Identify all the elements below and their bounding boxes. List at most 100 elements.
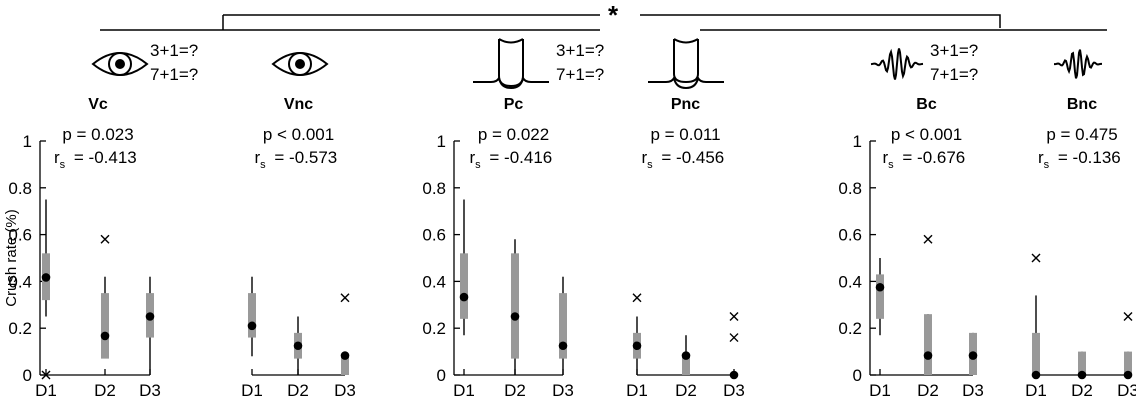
x-tick-label: D2: [287, 381, 309, 400]
sound-wave-icon: [1053, 49, 1103, 79]
box-bnc-d2: [1077, 351, 1087, 380]
median-point: [100, 331, 110, 341]
x-tick-label: D3: [723, 381, 745, 400]
y-tick-label: 0.6: [422, 226, 446, 245]
y-tick-label: 0.2: [838, 319, 862, 338]
r-symbol: r: [54, 148, 60, 167]
median-point: [340, 351, 350, 360]
condition-label: Vc: [88, 96, 108, 113]
y-tick-label: 0.2: [422, 319, 446, 338]
r-subscript: s: [647, 159, 653, 171]
y-axis: 0 0.2 0.4 0.6 0.8 1 Crush rate (%): [3, 132, 46, 385]
y-tick-label: 0: [853, 366, 862, 385]
eye-icon: [271, 52, 329, 76]
spearman-r: rs = -0.416: [470, 148, 553, 171]
x-tick-label: D3: [962, 381, 984, 400]
p-value: p = 0.475: [1046, 125, 1117, 144]
box-pnc-d1: [632, 293, 642, 375]
x-tick-label: D1: [35, 381, 57, 400]
r-symbol: r: [1038, 148, 1044, 167]
y-tick-label: 0.8: [422, 179, 446, 198]
median-point: [247, 321, 257, 331]
outlier-marker: [41, 370, 51, 380]
box-pc-d3: [558, 276, 568, 375]
r-subscript: s: [60, 159, 66, 171]
median-point: [510, 312, 520, 321]
median-point: [968, 351, 978, 360]
x-tick-label: D2: [1071, 381, 1093, 400]
median-point: [145, 312, 155, 321]
median-point: [1123, 370, 1133, 380]
iqr-box: [1078, 351, 1086, 375]
median-point: [681, 351, 691, 360]
r-value: = -0.573: [270, 148, 338, 167]
x-tick-label: D1: [626, 381, 648, 400]
box-vnc-d3: [340, 293, 350, 375]
y-axis: 0 0.2 0.4 0.6 0.8 1: [422, 132, 460, 385]
x-tick-label: D3: [139, 381, 161, 400]
x-tick-label: D3: [334, 381, 356, 400]
y-axis: 0 0.2 0.4 0.6 0.8 1: [838, 132, 876, 385]
median-point: [1031, 370, 1041, 380]
x-tick-label: D2: [94, 381, 116, 400]
equation-block-P: 3+1=? 7+1=?: [556, 41, 604, 84]
condition-label: Bc: [916, 96, 937, 113]
iqr-box: [682, 356, 690, 375]
iqr-box: [876, 274, 884, 319]
iqr-box: [341, 356, 349, 375]
x-tick-label: D2: [675, 381, 697, 400]
p-value: p < 0.001: [263, 125, 334, 144]
median-point: [459, 292, 469, 302]
box-vnc-d2: [293, 316, 303, 375]
iqr-box: [460, 253, 468, 319]
outlier-marker: [100, 234, 110, 244]
equation-2: 7+1=?: [930, 65, 978, 84]
x-tick-label: D2: [917, 381, 939, 400]
median-point: [632, 341, 642, 351]
box-bnc-d1: [1031, 253, 1041, 380]
chart-area: 0 0.2 0.4 0.6 0.8 1 Crush rate (%) 0 0.2 0.4 0.6 0.…: [3, 96, 1136, 400]
sound-wave-icon: [870, 48, 924, 80]
spearman-r: rs = -0.136: [1038, 148, 1121, 171]
x-tick-label: D2: [504, 381, 526, 400]
outlier-marker: [1031, 253, 1041, 263]
y-tick-label: 0.4: [8, 272, 32, 291]
r-subscript: s: [475, 159, 481, 171]
iqr-box: [248, 293, 256, 338]
r-subscript: s: [260, 159, 266, 171]
equation-block-B: 3+1=? 7+1=?: [930, 41, 978, 84]
equation-1: 3+1=?: [556, 41, 604, 60]
x-tick-label: D3: [552, 381, 574, 400]
y-axis-label: Crush rate (%): [3, 209, 20, 307]
r-subscript: s: [888, 159, 894, 171]
y-tick-label: 0.4: [838, 272, 862, 291]
equation-1: 3+1=?: [930, 41, 978, 60]
box-vc-d3: [145, 276, 155, 375]
median-point: [1077, 370, 1087, 380]
r-value: = -0.416: [485, 148, 553, 167]
r-subscript: s: [1044, 159, 1050, 171]
iqr-box: [1032, 332, 1040, 375]
x-tick-label: D3: [1117, 381, 1136, 400]
r-value: = -0.456: [657, 148, 725, 167]
x-tick-label: D1: [241, 381, 263, 400]
box-vnc-d1: [247, 276, 257, 357]
y-tick-label: 0.8: [838, 179, 862, 198]
y-tick-label: 0.6: [8, 226, 32, 245]
outlier-marker: [729, 312, 739, 321]
equation-1: 3+1=?: [150, 41, 198, 60]
box-pnc-d2: [681, 335, 691, 375]
iqr-box: [1124, 351, 1132, 375]
median-point: [293, 341, 303, 351]
box-pc-d2: [510, 239, 520, 375]
p-value: p = 0.022: [478, 125, 549, 144]
p-value: p = 0.011: [650, 125, 720, 144]
spearman-r: rs = -0.573: [255, 148, 338, 171]
condition-label: Pnc: [671, 96, 700, 113]
box-vc-d1: [41, 199, 51, 380]
